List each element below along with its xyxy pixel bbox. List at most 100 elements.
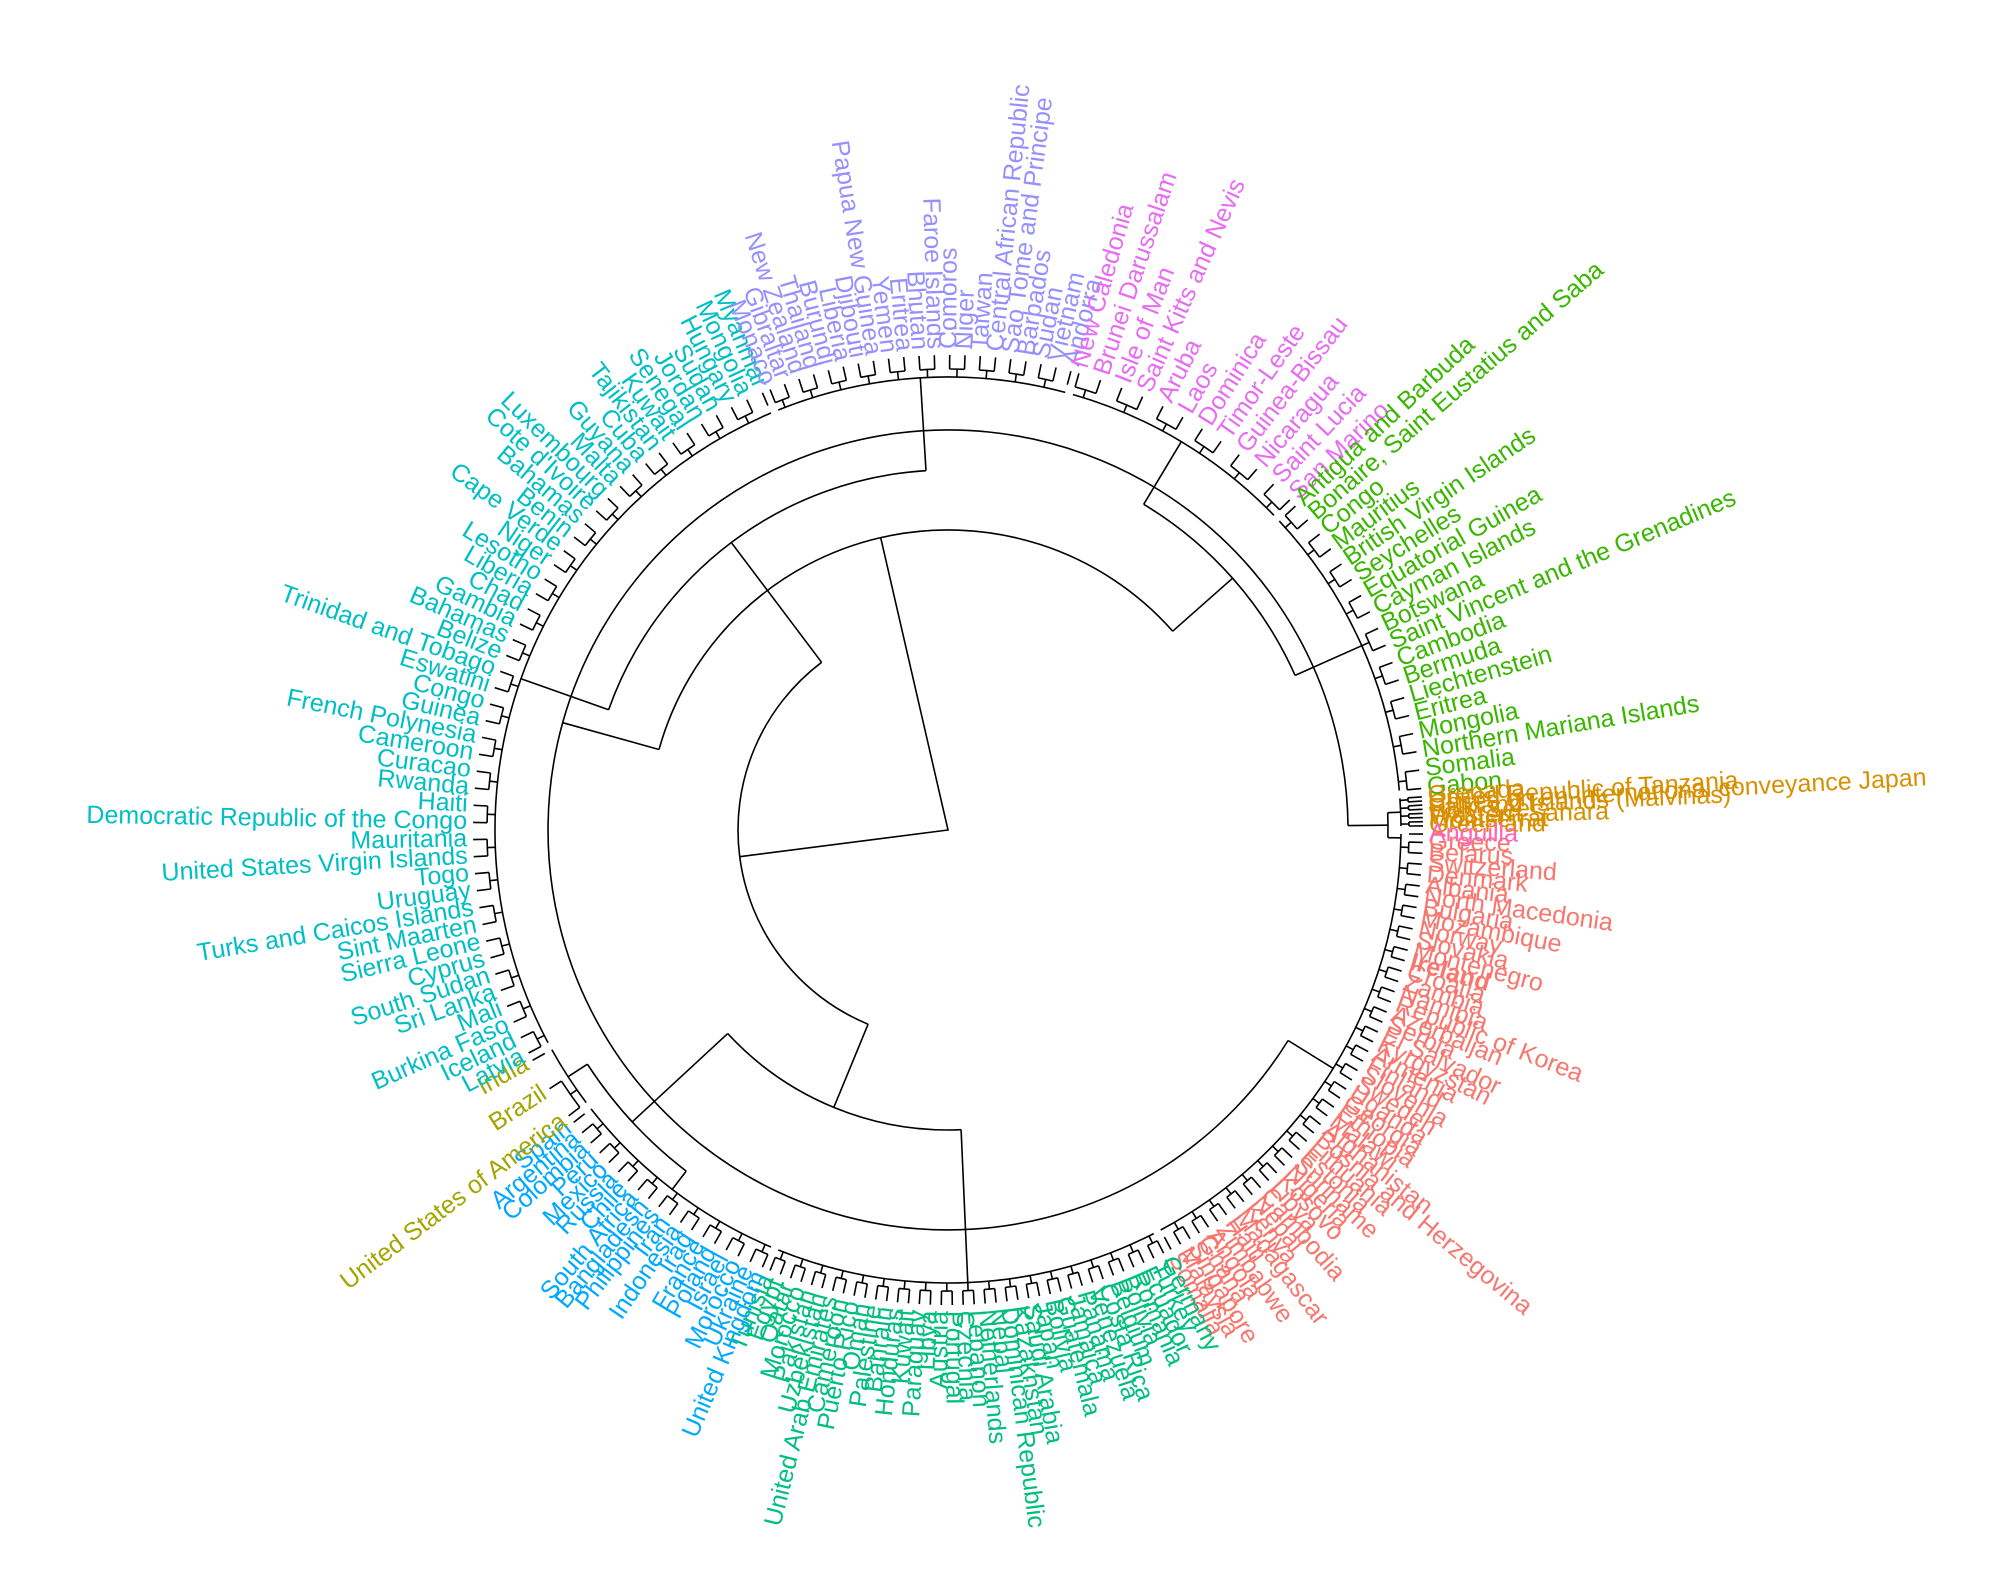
fine-merge-arc — [654, 463, 669, 476]
fine-merge-branch — [569, 1089, 578, 1096]
merge-green-magenta-branch-a — [1294, 644, 1363, 677]
leaf-branch — [1173, 1231, 1182, 1245]
fine-merge-branch — [611, 513, 619, 521]
leaf-branch — [535, 593, 549, 602]
fine-merge-arc — [1364, 633, 1374, 652]
leaf-branch — [831, 1277, 837, 1291]
leaf-branch — [1046, 1280, 1052, 1295]
merge-red-orange-branch-a — [1287, 1039, 1334, 1070]
leaf-branch — [500, 984, 515, 992]
fine-merge-branch — [1324, 1080, 1332, 1087]
fine-merge-branch — [1271, 1145, 1279, 1153]
fine-merge-branch — [511, 974, 520, 979]
leaf-branch — [1345, 1062, 1358, 1072]
leaf-branch — [1328, 1089, 1341, 1099]
fine-merge-branch — [1129, 1244, 1134, 1253]
fine-merge-arc — [486, 805, 489, 823]
fine-merge-branch — [489, 879, 498, 882]
leaf-branch — [972, 1290, 975, 1305]
leaf-branch — [686, 432, 696, 446]
fine-merge-arc — [646, 1178, 658, 1189]
fine-merge-branch — [494, 747, 503, 751]
leaf-branch — [474, 787, 489, 791]
fine-merge-branch — [715, 431, 721, 440]
leaf-branch — [1008, 359, 1012, 374]
fine-merge-branch — [1148, 1235, 1154, 1244]
leaf-branch — [553, 564, 567, 574]
leaf-branch — [1372, 644, 1386, 652]
leaf-label: Austria — [925, 1311, 954, 1389]
leaf-branch — [513, 1015, 527, 1023]
fine-merge-arc — [856, 1281, 868, 1285]
merge-orange-pink-branch-a — [1387, 811, 1401, 814]
leaf-branch — [1407, 862, 1422, 865]
leaf-branch — [617, 1161, 629, 1173]
leaf-branch — [544, 578, 558, 588]
leaf-branch — [627, 1170, 639, 1182]
fine-merge-arc — [1348, 602, 1359, 619]
leaf-branch — [1348, 594, 1362, 604]
merge-green-blue-branch-a — [960, 1129, 969, 1283]
leaf-branch — [887, 358, 891, 373]
fine-merge-branch — [1299, 1114, 1307, 1121]
leaf-labels: GreeceBelarusSwitzerlandDenmarkAlbaniaNo… — [86, 83, 1927, 1529]
fine-merge-branch — [687, 448, 693, 457]
fine-merge-branch — [632, 1160, 639, 1167]
leaf-label: Bhutan — [901, 270, 934, 351]
fine-merge-arc — [709, 1224, 722, 1233]
leaf-branch — [1155, 406, 1164, 420]
leaf-branch — [486, 937, 500, 942]
fine-merge-branch — [840, 1270, 844, 1279]
leaf-branch — [506, 1000, 521, 1008]
leaf-branch — [1333, 1080, 1347, 1090]
leaf-branch — [1329, 563, 1342, 573]
leaf-branch — [1405, 883, 1420, 887]
fine-merge-arc — [1047, 1277, 1058, 1281]
fine-merge-branch — [1286, 1130, 1294, 1137]
leaf-branch — [532, 1052, 546, 1061]
leaf-branch — [1364, 1025, 1379, 1033]
leaf-label: Holy See — [1428, 794, 1530, 826]
fine-merge-arc — [492, 739, 497, 757]
leaf-branch — [885, 1286, 890, 1302]
fine-merge-arc — [627, 1161, 639, 1172]
leaf-label: Western Sahara — [1428, 797, 1609, 830]
fine-merge-branch — [635, 490, 642, 498]
leaf-branch — [495, 969, 510, 975]
leaf-branch — [1097, 1265, 1104, 1280]
fine-merge-arc — [488, 772, 492, 790]
fine-merge-branch — [1389, 928, 1398, 932]
leaf-branch — [485, 719, 500, 725]
leaf-branch — [1234, 1190, 1245, 1203]
leaf-branch — [1339, 1071, 1353, 1081]
fine-merge-branch — [1014, 373, 1018, 383]
fine-merge-branch — [1355, 1026, 1364, 1032]
fine-merge-branch — [838, 381, 842, 390]
leaf-branch — [1067, 1274, 1073, 1289]
leaf-label: Nepal — [984, 1307, 1018, 1375]
leaf-branch — [1339, 578, 1353, 588]
leaf-branch — [1402, 904, 1417, 909]
leaf-branch — [769, 389, 777, 403]
leaf-branch — [1115, 387, 1123, 402]
leaf-branch — [963, 355, 966, 370]
fine-merge-branch — [1082, 389, 1087, 398]
leaf-branch — [499, 670, 514, 677]
leaf-branch — [1036, 1282, 1041, 1297]
leaf-branch — [1258, 1169, 1270, 1181]
leaf-branch — [520, 1030, 534, 1039]
fine-merge-branch — [1265, 501, 1273, 509]
fine-merge-arc — [1302, 1115, 1311, 1125]
leaf-branch — [1146, 1245, 1155, 1259]
fine-merge-branch — [819, 1265, 824, 1274]
merge-blue-olive-branch-b — [567, 1063, 588, 1078]
leaf-branch — [527, 608, 541, 617]
leaf-branch — [1107, 1261, 1115, 1276]
leaf-branch — [1355, 1044, 1369, 1053]
fine-merge-branch — [867, 375, 871, 384]
fine-merge-arc — [1359, 1025, 1366, 1036]
fine-merge-branch — [1208, 1199, 1215, 1207]
leaf-branch — [810, 1271, 817, 1286]
leaf-branch — [1385, 679, 1399, 686]
leaf-branch — [590, 1133, 602, 1144]
